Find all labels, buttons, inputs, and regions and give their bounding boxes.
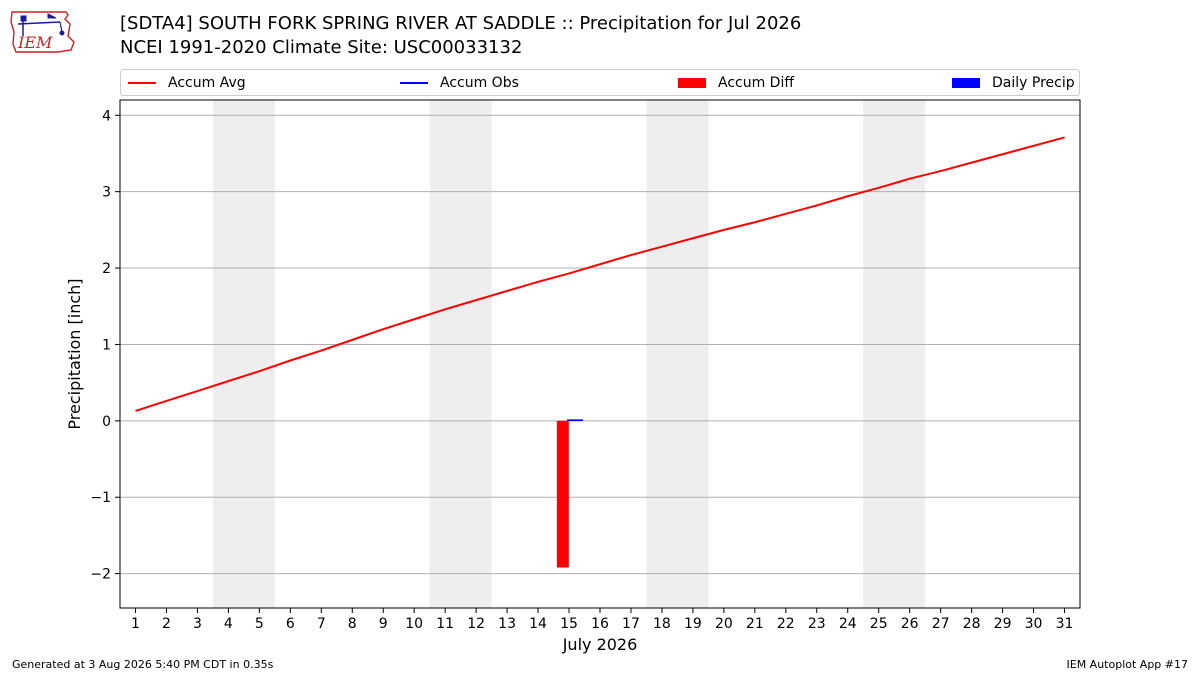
legend-label: Accum Diff	[718, 75, 795, 91]
generated-timestamp: Generated at 3 Aug 2026 5:40 PM CDT in 0…	[12, 658, 274, 671]
weekend-band	[646, 100, 709, 608]
bar-accum-diff	[556, 420, 569, 568]
x-tick-label: 24	[839, 616, 857, 632]
legend-item-accum-avg: Accum Avg	[128, 74, 246, 92]
iem-logo: IEM	[10, 11, 75, 53]
x-tick-label: 15	[560, 616, 578, 632]
x-tick-label: 26	[901, 616, 919, 632]
y-axis-label: Precipitation [inch]	[65, 278, 84, 429]
y-tick-label: 3	[102, 185, 111, 201]
chart-title: [SDTA4] SOUTH FORK SPRING RIVER AT SADDL…	[120, 13, 802, 34]
x-tick-label: 4	[224, 616, 233, 632]
weekend-band	[212, 100, 275, 608]
legend-label: Accum Avg	[168, 75, 246, 91]
x-tick-label: 10	[405, 616, 423, 632]
chart-subtitle: NCEI 1991-2020 Climate Site: USC00033132	[120, 37, 523, 58]
x-tick-label: 18	[653, 616, 671, 632]
legend-swatch	[128, 82, 156, 84]
x-tick-label: 30	[1025, 616, 1043, 632]
logo-text: IEM	[17, 33, 53, 52]
x-tick-label: 28	[963, 616, 981, 632]
x-tick-label: 27	[932, 616, 950, 632]
y-tick-label: 4	[102, 108, 111, 124]
legend-item-accum-obs: Accum Obs	[400, 74, 519, 92]
legend-swatch	[400, 82, 428, 84]
x-tick-label: 22	[777, 616, 795, 632]
legend-item-accum-diff: Accum Diff	[678, 74, 794, 92]
x-axis-label: July 2026	[562, 635, 638, 654]
legend-label: Daily Precip	[992, 75, 1075, 91]
x-tick-label: 6	[286, 616, 295, 632]
chart-legend: Accum Avg Accum Obs Accum Diff Daily Pre…	[120, 69, 1080, 96]
weekend-band	[429, 100, 492, 608]
legend-item-daily-precip: Daily Precip	[952, 74, 1075, 92]
x-tick-label: 3	[193, 616, 202, 632]
x-tick-label: 17	[622, 616, 640, 632]
x-tick-label: 14	[529, 616, 547, 632]
weather-station-icon	[17, 13, 65, 36]
iowa-outline	[10, 11, 75, 53]
x-tick-label: 1	[131, 616, 140, 632]
x-tick-label: 31	[1056, 616, 1074, 632]
bar-daily-precip	[569, 420, 582, 422]
x-tick-label: 9	[379, 616, 388, 632]
x-tick-label: 23	[808, 616, 826, 632]
x-tick-label: 11	[436, 616, 454, 632]
legend-swatch	[952, 78, 980, 88]
x-tick-label: 29	[994, 616, 1012, 632]
x-tick-label: 13	[498, 616, 516, 632]
x-tick-label: 12	[467, 616, 485, 632]
y-tick-label: 2	[102, 261, 111, 277]
x-tick-label: 25	[870, 616, 888, 632]
x-tick-label: 16	[591, 616, 609, 632]
x-tick-label: 19	[684, 616, 702, 632]
legend-label: Accum Obs	[440, 75, 519, 91]
legend-swatch	[678, 78, 706, 88]
x-tick-label: 21	[746, 616, 764, 632]
y-tick-label: 0	[102, 414, 111, 430]
x-tick-label: 5	[255, 616, 264, 632]
x-tick-label: 8	[348, 616, 357, 632]
app-label: IEM Autoplot App #17	[1066, 658, 1189, 671]
x-tick-label: 2	[162, 616, 171, 632]
series-line-accum-avg	[135, 136, 1065, 412]
x-tick-label: 7	[317, 616, 326, 632]
y-tick-label: −1	[90, 490, 111, 506]
weekend-band	[863, 100, 926, 608]
y-tick-label: −2	[90, 567, 111, 583]
y-tick-label: 1	[102, 337, 111, 353]
x-tick-label: 20	[715, 616, 733, 632]
